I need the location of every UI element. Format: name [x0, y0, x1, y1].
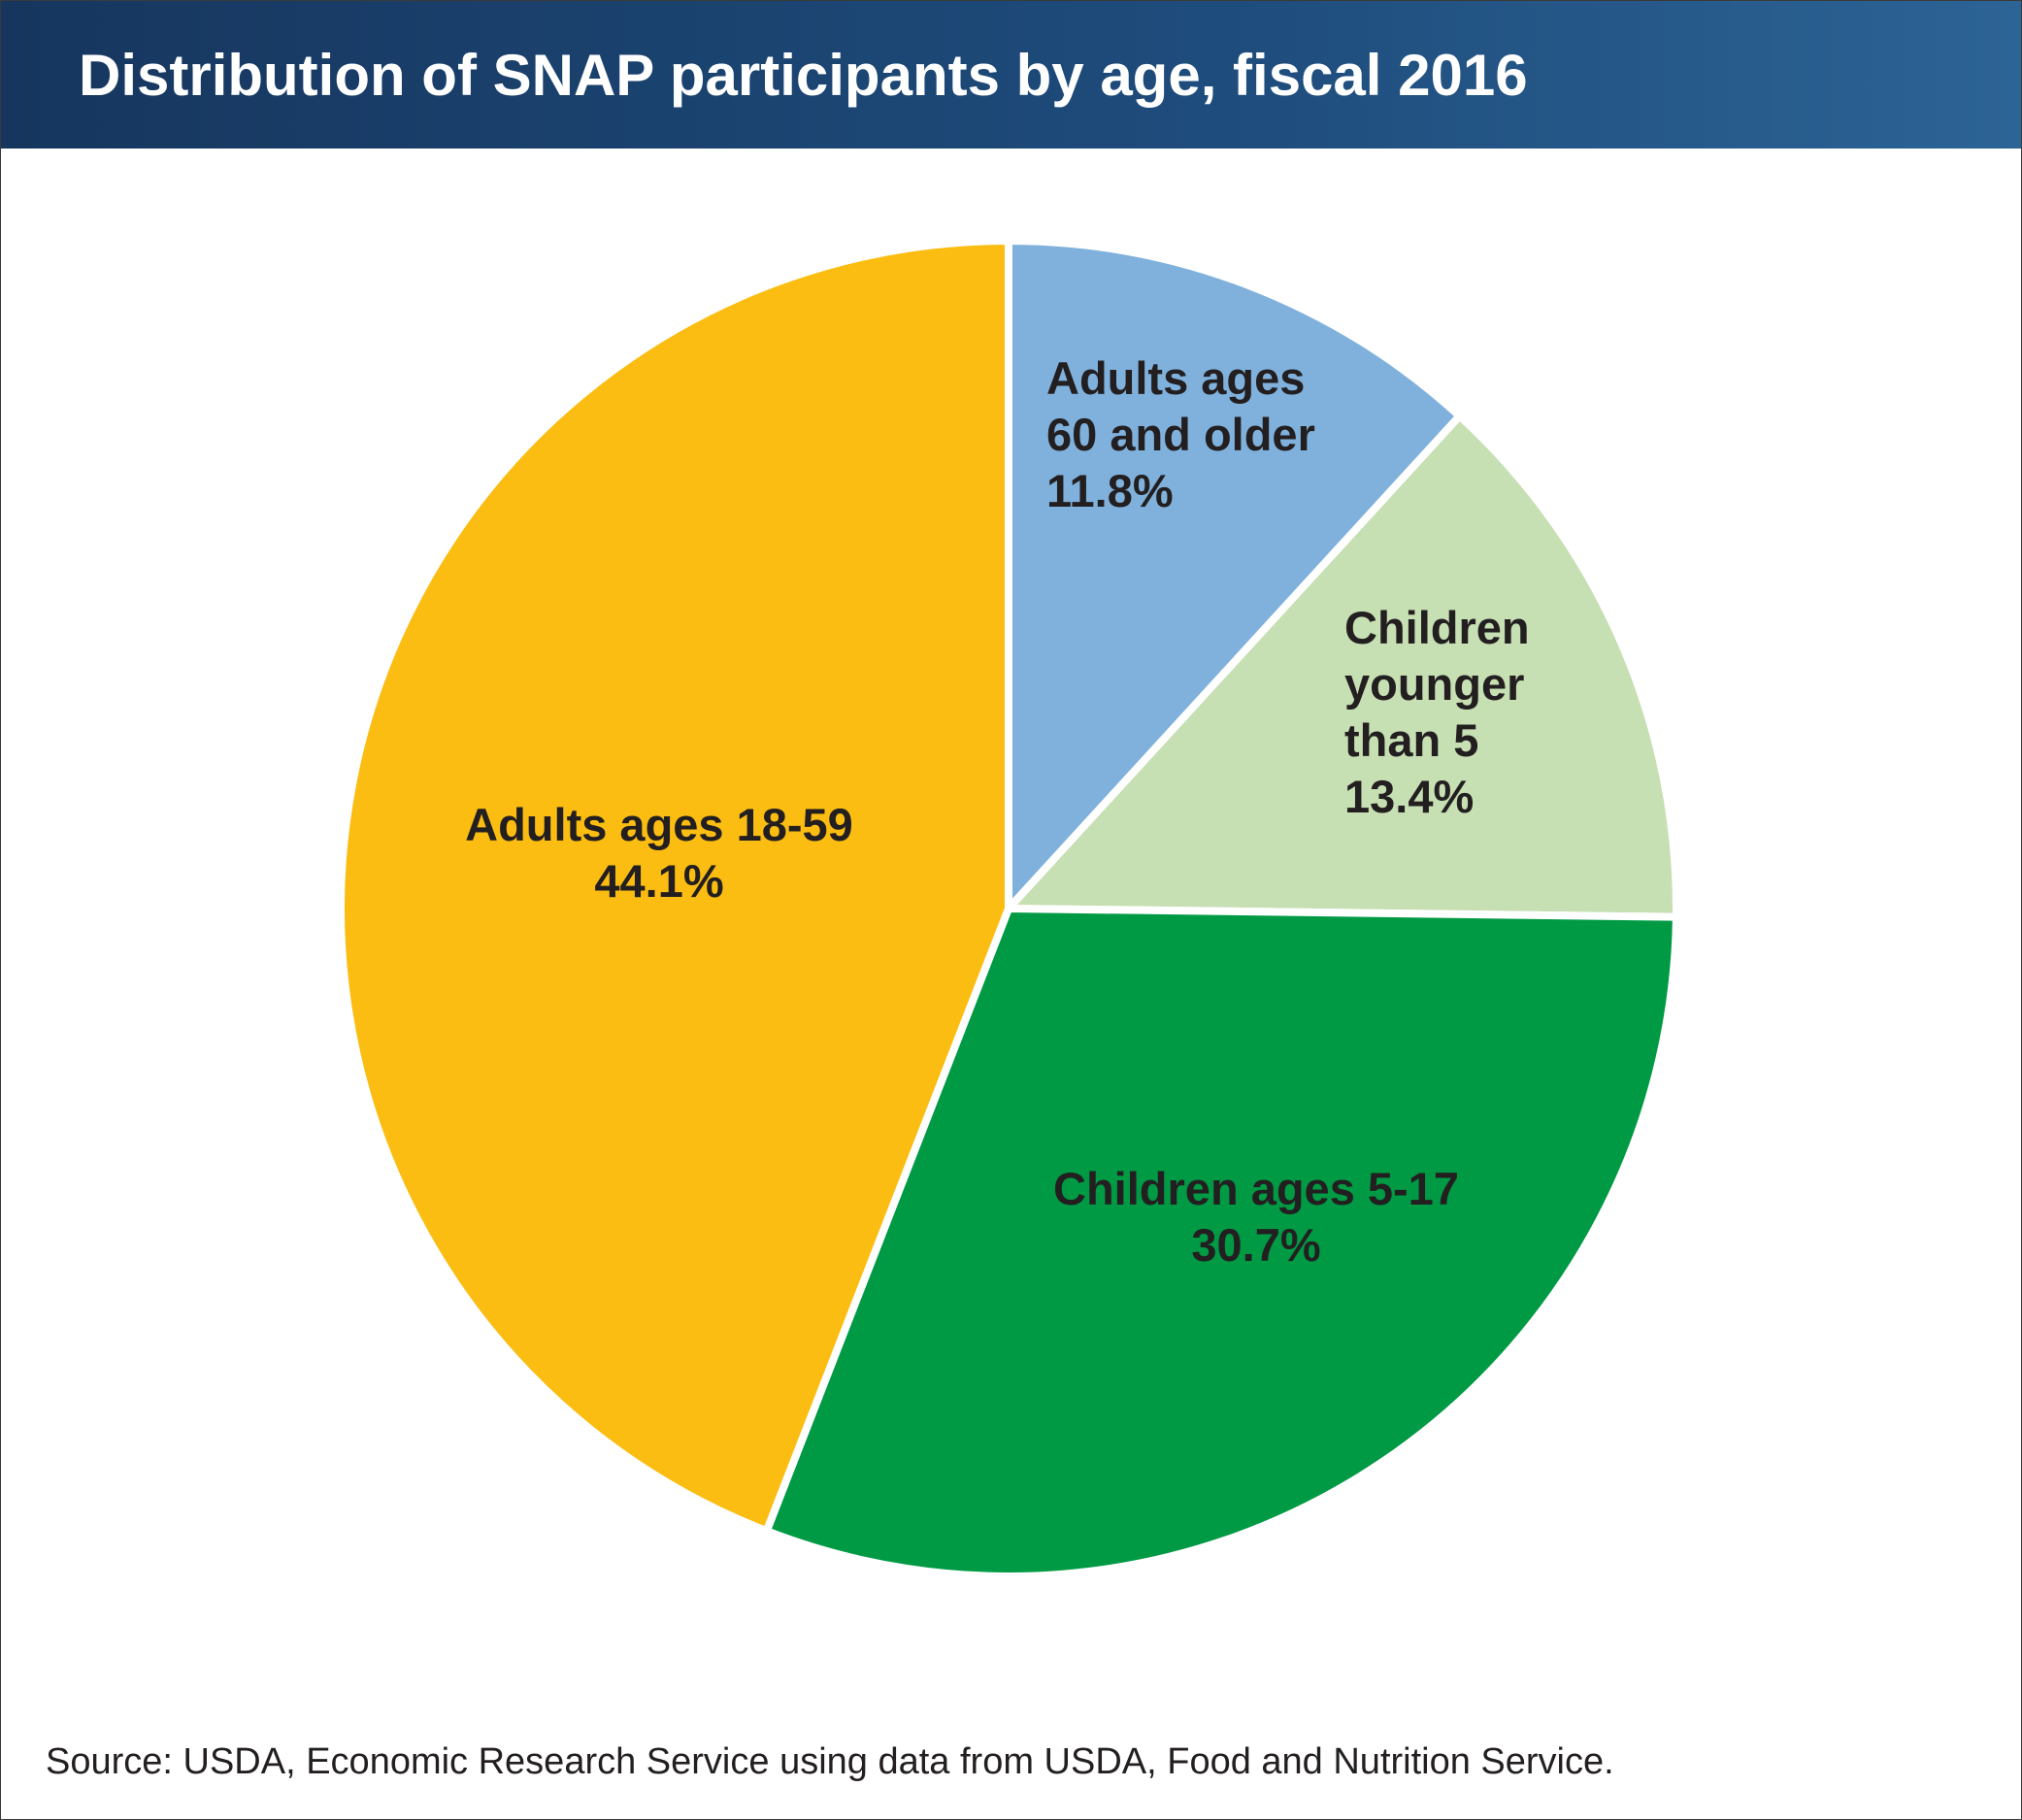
slice-name-label: Adults ages: [1046, 352, 1305, 404]
slice-name-label: 60 and older: [1046, 409, 1315, 460]
slice-label-children-5-17: Children ages 5-17 30.7%: [1053, 1163, 1459, 1271]
slice-value-label: 11.8%: [1046, 465, 1174, 516]
slice-value-label: 13.4%: [1344, 771, 1474, 822]
pie-slice-children-under-5: [1000, 410, 1680, 921]
slice-label-adults-18-59: Adults ages 18-59 44.1%: [465, 799, 853, 907]
slice-name-label: Children ages 5-17: [1053, 1163, 1459, 1214]
slice-name-label: younger: [1344, 658, 1524, 710]
slice-name-label: than 5: [1344, 714, 1478, 766]
slice-label-adults-60-plus: Adults ages 60 and older 11.8%: [1046, 352, 1315, 516]
title-banner: Distribution of SNAP participants by age…: [1, 1, 2021, 149]
slice-name-label: Children: [1344, 602, 1530, 653]
slice-name-label: Adults ages 18-59: [465, 799, 853, 850]
slice-value-label: 30.7%: [1191, 1219, 1320, 1271]
slice-value-label: 44.1%: [594, 855, 723, 907]
pie-slices: [337, 236, 1681, 1580]
slice-label-children-under-5: Children younger than 5 13.4%: [1344, 602, 1530, 822]
slice-labels: Adults ages 60 and older 11.8%Children youn…: [465, 352, 1529, 1271]
pie-slice-adults-60-plus: [1005, 236, 1466, 919]
chart-title: Distribution of SNAP participants by age…: [79, 43, 1528, 108]
pie-slice-adults-18-59: [337, 236, 1012, 1537]
source-note: Source: USDA, Economic Research Service …: [46, 1741, 1614, 1782]
pie-slice-children-5-17: [761, 904, 1681, 1580]
